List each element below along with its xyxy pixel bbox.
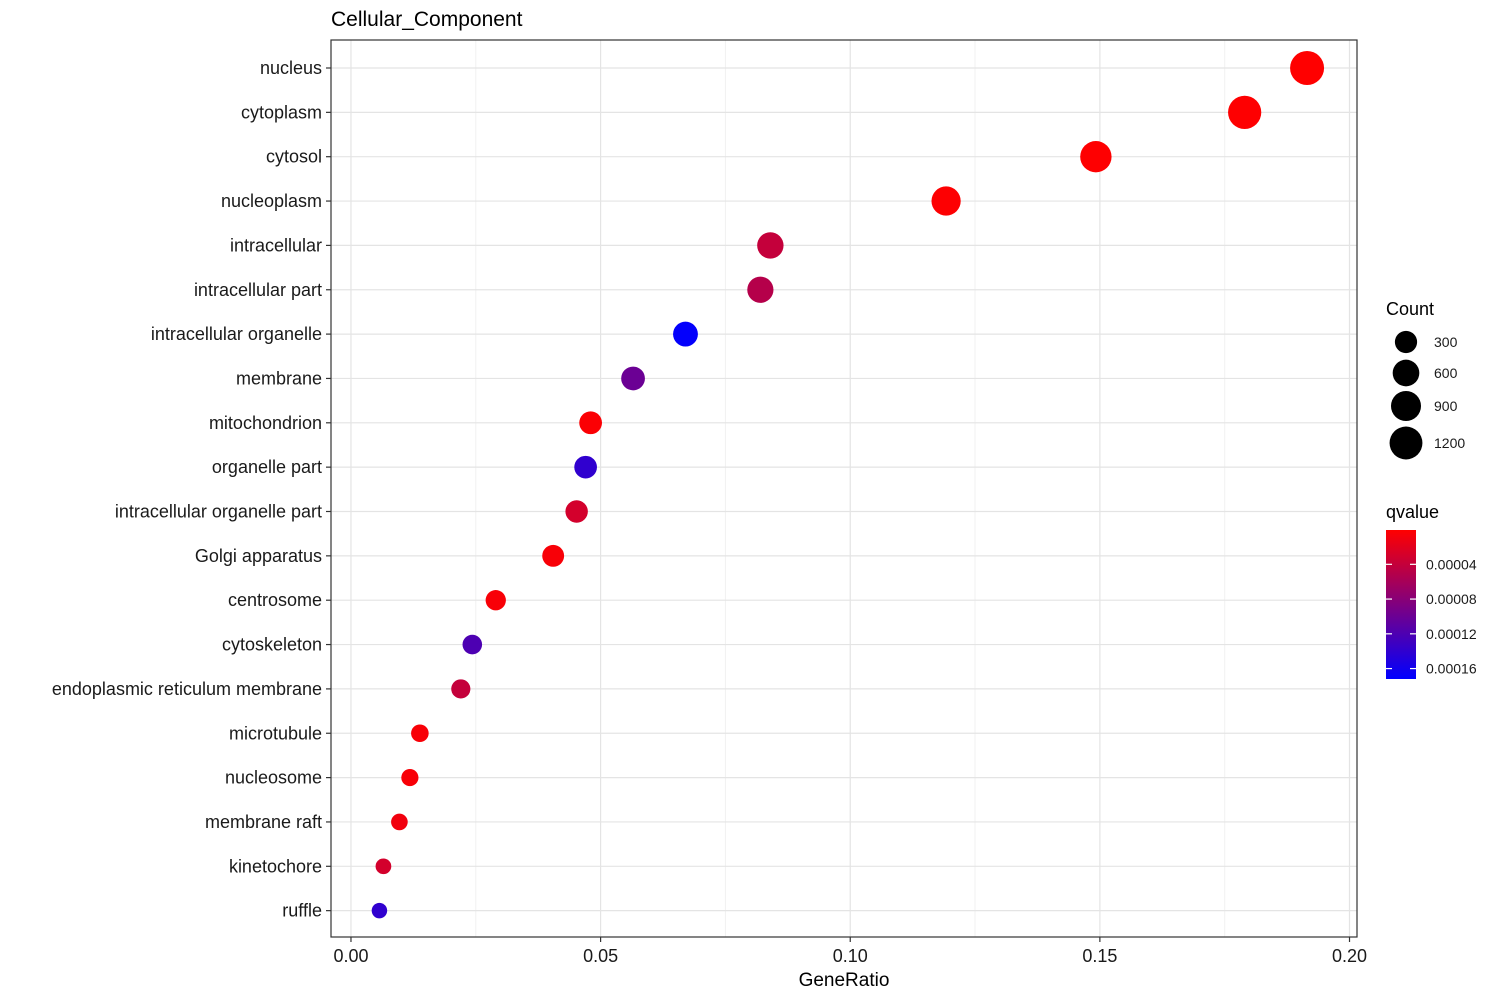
data-point [485,590,506,611]
data-point [621,366,645,391]
axes: nucleus cytoplasm cytosol nucleoplasm intrac… [52,58,1367,966]
qvalue-legend: qvalue 0.00004 0.00008 0.00012 0.00016 [1386,502,1477,679]
data-point [391,813,408,831]
data-point [411,724,429,743]
y-tick-label: ruffle [282,901,322,921]
y-tick-label: cytoskeleton [222,635,322,655]
y-tick-label: cytosol [266,147,322,167]
x-tick-label: 0.15 [1082,946,1117,966]
y-tick-label: nucleoplasm [221,191,322,211]
data-point [542,544,565,567]
qvalue-colorbar [1386,530,1416,679]
data-point [931,186,961,216]
y-tick-label: intracellular organelle part [115,502,322,522]
x-tick-label: 0.10 [833,946,868,966]
count-legend-key [1389,426,1423,460]
data-point [757,232,784,259]
data-point [574,455,597,479]
y-tick-label: microtubule [229,723,322,743]
y-tick-label: endoplasmic reticulum membrane [52,679,322,699]
data-point [401,769,419,787]
y-tick-label: mitochondrion [209,413,322,433]
panel-border [330,39,1358,938]
y-tick-label: cytoplasm [241,102,322,122]
count-legend-label: 300 [1434,334,1458,350]
data-point [451,679,471,699]
count-legend-key [1394,330,1418,354]
count-legend-title: Count [1386,299,1434,319]
data-point [1228,95,1262,129]
count-legend-key [1392,359,1420,387]
y-tick-label: kinetochore [229,856,322,876]
count-legend-key [1390,390,1422,422]
count-legend-label: 1200 [1434,435,1465,451]
y-tick-label: intracellular organelle [151,324,322,344]
grid [331,40,1357,937]
qvalue-legend-label: 0.00016 [1426,661,1477,677]
data-point [565,500,588,523]
y-tick-label: nucleus [260,58,322,78]
data-point [375,858,392,875]
qvalue-legend-title: qvalue [1386,502,1439,522]
y-tick-label: Golgi apparatus [195,546,322,566]
count-legend-label: 600 [1434,365,1458,381]
chart-title: Cellular_Component [331,8,523,31]
count-legend: Count 300 600 900 1200 [1386,299,1465,460]
y-tick-label: membrane [236,368,322,388]
y-tick-label: membrane raft [205,812,322,832]
y-tick-label: organelle part [212,457,322,477]
data-point [462,634,483,655]
data-point [1290,51,1325,85]
data-point [371,902,388,919]
qvalue-legend-label: 0.00008 [1426,591,1477,607]
y-tick-label: centrosome [228,590,322,610]
data-point [673,321,698,347]
qvalue-legend-label: 0.00004 [1426,556,1477,572]
x-tick-label: 0.00 [333,946,368,966]
data-point [747,276,774,303]
x-axis-label: GeneRatio [799,970,890,991]
points [371,51,1325,919]
qvalue-legend-label: 0.00012 [1426,626,1477,642]
y-tick-label: intracellular part [194,280,322,300]
y-tick-label: intracellular [230,235,322,255]
x-tick-label: 0.05 [583,946,618,966]
count-legend-label: 900 [1434,398,1458,414]
y-tick-label: nucleosome [225,768,322,788]
x-tick-label: 0.20 [1332,946,1367,966]
data-point [579,411,602,435]
data-point [1080,141,1112,173]
